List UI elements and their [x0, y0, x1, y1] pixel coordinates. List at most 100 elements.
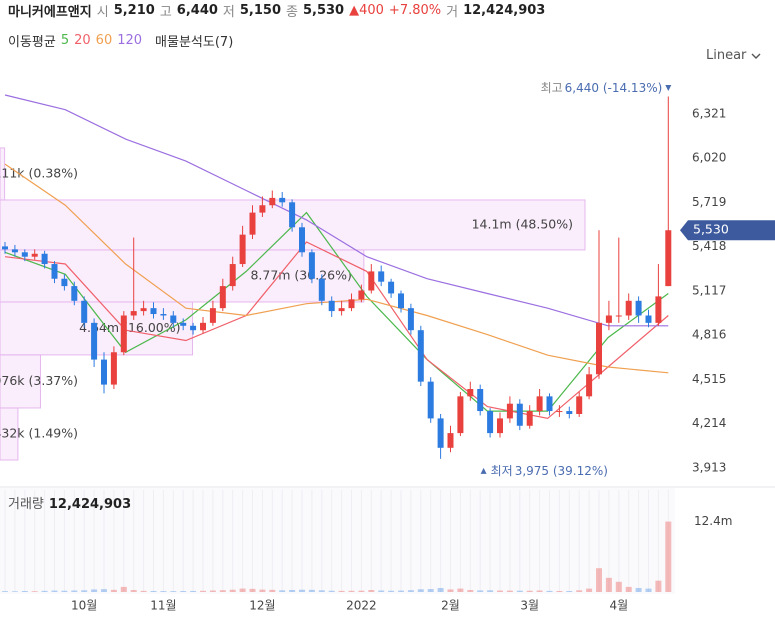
volume-bar [318, 590, 325, 592]
volume-bar [556, 590, 563, 592]
volume-bar [546, 590, 553, 592]
volume-profile-bar [0, 249, 365, 303]
candle-body [130, 311, 137, 316]
volume-bar [605, 577, 612, 592]
volume-bar [586, 588, 593, 592]
y-tick-label: 5,117 [692, 283, 726, 297]
candle-body [150, 308, 157, 315]
volume-bar [61, 590, 68, 592]
candle-body [457, 396, 464, 434]
candle-body [506, 403, 513, 419]
candle-body [229, 264, 236, 287]
candle-body [209, 308, 216, 323]
volume-bar [299, 589, 305, 592]
candle-body [279, 197, 286, 203]
y-tick-label: 4,515 [692, 372, 726, 386]
volume-bar [625, 586, 632, 592]
label: 종 [286, 5, 298, 20]
x-tick-label: 4월 [609, 599, 628, 613]
volume-bar [91, 589, 98, 592]
candle-body [526, 411, 533, 426]
ma-label[interactable]: 이동평균 [8, 35, 56, 50]
candle-body [388, 281, 395, 294]
annotation-prefix: 최고 [541, 81, 563, 95]
indicator-bar[interactable]: 이동평균 5 20 60 120 매물분석도(7) [8, 31, 233, 50]
label: 저 [222, 5, 235, 20]
volume-bar [487, 590, 494, 592]
ma-legend-entry: 20 [74, 33, 91, 48]
candle-body [120, 315, 127, 353]
volume-bar [120, 586, 127, 592]
scale-mode[interactable]: Linear [706, 48, 747, 63]
volume-bar [368, 590, 375, 592]
volume-bar [447, 589, 454, 592]
volume-bar [150, 590, 157, 592]
value: 5,210 [113, 3, 155, 18]
volume-bar [71, 590, 78, 592]
candle-body [259, 205, 266, 213]
volume-bar [467, 590, 474, 592]
candle-body [2, 246, 8, 250]
candle-body [536, 396, 543, 412]
change: ▲400 [349, 3, 384, 18]
ma-legend-entry: 5 [60, 33, 70, 48]
candle-body [31, 253, 38, 257]
candle-body [200, 322, 206, 331]
x-tick-label: 12월 [249, 599, 275, 613]
volume-bar [269, 589, 276, 592]
volume-profile-label: 432k (1.49%) [0, 425, 78, 440]
volume-bar [239, 588, 246, 592]
volume-bar [378, 590, 385, 592]
candle-body [487, 411, 494, 434]
volume-bar [665, 521, 672, 592]
value: 12,424,903 [463, 3, 546, 18]
volume-bar [427, 589, 434, 592]
volume-bar [328, 590, 335, 592]
candle-body [596, 322, 602, 375]
candle-body [91, 322, 98, 360]
volume-profile-bar [0, 147, 6, 201]
candle-body [269, 197, 276, 206]
candle-body [11, 249, 18, 253]
volume-bar [615, 581, 622, 592]
volume-profile-label: 4.64m (16.00%) [79, 320, 180, 335]
candle-body [655, 296, 662, 323]
moving-average [4, 241, 669, 420]
stock-name: 마니커에프앤지 [8, 5, 92, 20]
volume-profile-label: 14.1m (48.50%) [472, 216, 573, 231]
x-tick-label: 10월 [71, 599, 97, 613]
candle-body [378, 271, 385, 282]
profile-label[interactable]: 매물분석도(7) [155, 35, 234, 50]
candle-body [289, 202, 296, 228]
candle-body [398, 293, 404, 309]
low-annotation: 최저 3,975 (39.12%) [491, 463, 608, 477]
volume-title: 거래량 12,424,903 [8, 497, 131, 512]
scale-toggle[interactable]: Linear [706, 48, 761, 63]
price-tag-label: 5,530 [693, 222, 729, 237]
candle-body [51, 264, 58, 279]
x-tick-label: 2022 [346, 599, 377, 613]
candle-body [665, 230, 672, 287]
volume-bar [417, 589, 424, 592]
candle-body [447, 433, 454, 448]
volume-bar [31, 591, 38, 592]
candle-body [328, 300, 335, 312]
annotation-prefix: 최저 [491, 463, 513, 477]
candle-body [110, 352, 117, 385]
ma-legend: 5 20 60 120 [61, 33, 142, 48]
volume-bar [11, 591, 18, 592]
candle-body [437, 418, 444, 448]
volume-bar [51, 590, 58, 592]
volume-profile-bar [0, 199, 586, 251]
label: 고 [159, 5, 172, 20]
annotation-value: 3,975 (39.12%) [515, 463, 608, 477]
volume-bar [576, 590, 583, 592]
volume-bar [249, 588, 256, 592]
volume-bar [229, 589, 236, 592]
volume-bar [209, 590, 216, 592]
volume-bar [477, 590, 484, 592]
candle-body [427, 381, 434, 419]
candle-body [239, 234, 246, 265]
volume-bar [358, 590, 365, 592]
candle-body [516, 403, 523, 426]
